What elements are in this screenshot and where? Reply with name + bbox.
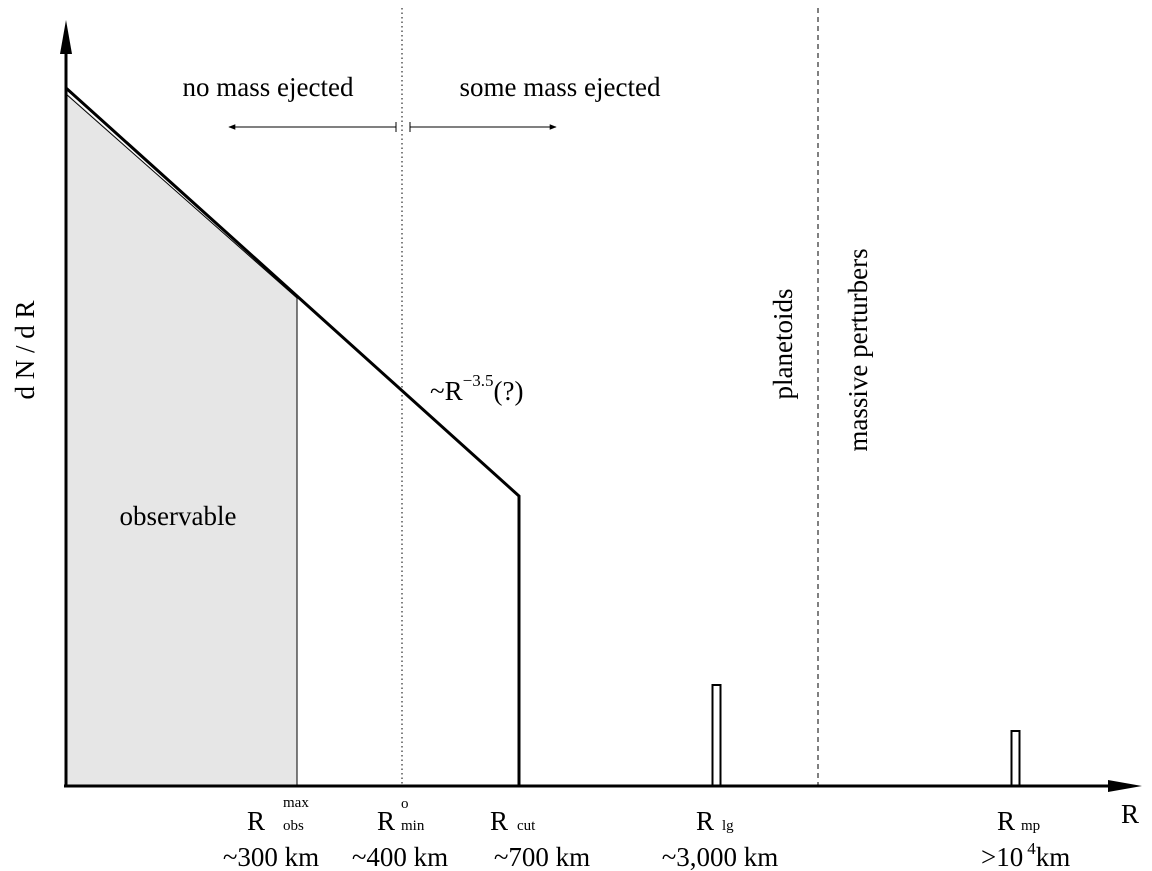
y-axis-label: d N / d R bbox=[10, 300, 40, 399]
observable-upper-line bbox=[65, 93, 298, 299]
marker-symbol: R bbox=[247, 806, 265, 836]
marker-sup: max bbox=[283, 795, 309, 811]
marker-sub: mp bbox=[1021, 818, 1040, 834]
marker-sub: min bbox=[401, 818, 425, 834]
marker-value-post: km bbox=[1036, 842, 1071, 871]
no-mass-ejected-label: no mass ejected bbox=[183, 72, 354, 102]
slope-base: ~R bbox=[430, 376, 463, 406]
size-distribution-curve bbox=[64, 86, 521, 786]
slope-exponent: −3.5 bbox=[463, 371, 494, 390]
observable-region bbox=[66, 92, 297, 786]
marker-sub: cut bbox=[517, 818, 536, 834]
x-axis-arrowhead bbox=[1108, 780, 1142, 792]
marker-symbol: R bbox=[997, 806, 1015, 836]
marker-value-sup: 4 bbox=[1027, 839, 1036, 858]
marker-value: ~3,000 km bbox=[662, 842, 779, 871]
marker-r-mp: R mp >10 4km bbox=[981, 806, 1070, 871]
marker-r-obs-max: R max obs ~300 km bbox=[223, 795, 319, 871]
marker-value: ~300 km bbox=[223, 842, 319, 871]
marker-value: ~400 km bbox=[352, 842, 448, 871]
marker-sub: lg bbox=[722, 818, 734, 834]
marker-sup: o bbox=[401, 796, 409, 812]
slope-label: ~R−3.5(?) bbox=[430, 371, 523, 406]
y-axis-arrowhead bbox=[60, 20, 72, 54]
observable-label: observable bbox=[120, 501, 237, 531]
some-mass-ejected-label: some mass ejected bbox=[460, 72, 661, 102]
marker-symbol: R bbox=[377, 806, 395, 836]
x-axis-label: R bbox=[1121, 799, 1139, 829]
slope-suffix: (?) bbox=[493, 376, 523, 406]
massive-perturbers-spike bbox=[1010, 730, 1021, 787]
marker-symbol: R bbox=[490, 806, 508, 836]
planetoids-spike bbox=[711, 684, 722, 787]
marker-value-pre: >10 bbox=[981, 842, 1023, 871]
massive-perturbers-label: massive perturbers bbox=[843, 248, 873, 451]
planetoids-label: planetoids bbox=[768, 289, 798, 400]
marker-value: >10 4km bbox=[981, 839, 1070, 871]
marker-symbol: R bbox=[696, 806, 714, 836]
marker-r-min: R o min ~400 km bbox=[352, 796, 448, 871]
marker-r-cut: R cut ~700 km bbox=[490, 806, 590, 871]
marker-r-lg: R lg ~3,000 km bbox=[662, 806, 779, 871]
marker-value: ~700 km bbox=[494, 842, 590, 871]
marker-sub: obs bbox=[283, 818, 304, 834]
